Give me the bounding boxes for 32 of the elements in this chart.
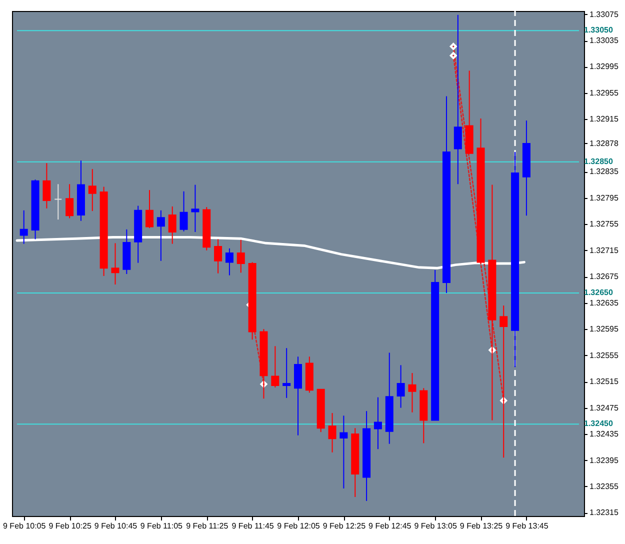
y-tick-label: 1.32475	[590, 403, 619, 412]
y-tick-label: 1.32835	[590, 167, 619, 176]
y-tick-label: 1.32795	[590, 193, 619, 202]
y-tick-label: 1.32955	[590, 88, 619, 98]
x-tick-label: 9 Feb 11:05	[140, 522, 184, 530]
y-tick-label: 1.33035	[590, 36, 619, 46]
y-tick-label: 1.32715	[590, 246, 619, 255]
y-tick-label: 1.32435	[590, 430, 619, 439]
x-tick-label: 9 Feb 13:45	[506, 522, 549, 530]
x-tick-label: 9 Feb 12:05	[277, 522, 320, 530]
x-tick-label: 9 Feb 10:45	[94, 522, 138, 530]
y-tick-label: 1.32555	[590, 350, 619, 360]
x-tick-label: 9 Feb 12:25	[322, 522, 366, 530]
y-tick-label: 1.32635	[590, 298, 619, 308]
x-tick-label: 9 Feb 11:45	[232, 522, 274, 530]
y-tick-label: 1.32675	[590, 272, 619, 282]
x-tick-label: 9 Feb 10:25	[48, 522, 92, 530]
y-tick-label: 1.32395	[590, 456, 619, 465]
x-tick-label: 9 Feb 12:45	[368, 522, 412, 530]
y-tick-label: 1.32878	[590, 138, 619, 148]
y-tick-label: 1.32515	[590, 377, 619, 386]
y-tick-label: 1.32315	[590, 508, 619, 518]
y-tick-label: 1.32915	[590, 114, 619, 124]
x-tick-label: 9 Feb 13:05	[414, 522, 458, 530]
x-tick-label: 9 Feb 13:25	[460, 522, 504, 530]
y-tick-label: 1.32755	[590, 220, 619, 229]
y-tick-label: 1.33075	[590, 10, 619, 19]
x-tick-label: 9 Feb 11:25	[186, 522, 229, 530]
y-tick-label: 1.32595	[590, 324, 619, 334]
y-tick-label: 1.32355	[590, 482, 619, 491]
x-tick-label: 9 Feb 10:05	[3, 522, 46, 530]
y-tick-label: 1.32995	[590, 62, 619, 72]
